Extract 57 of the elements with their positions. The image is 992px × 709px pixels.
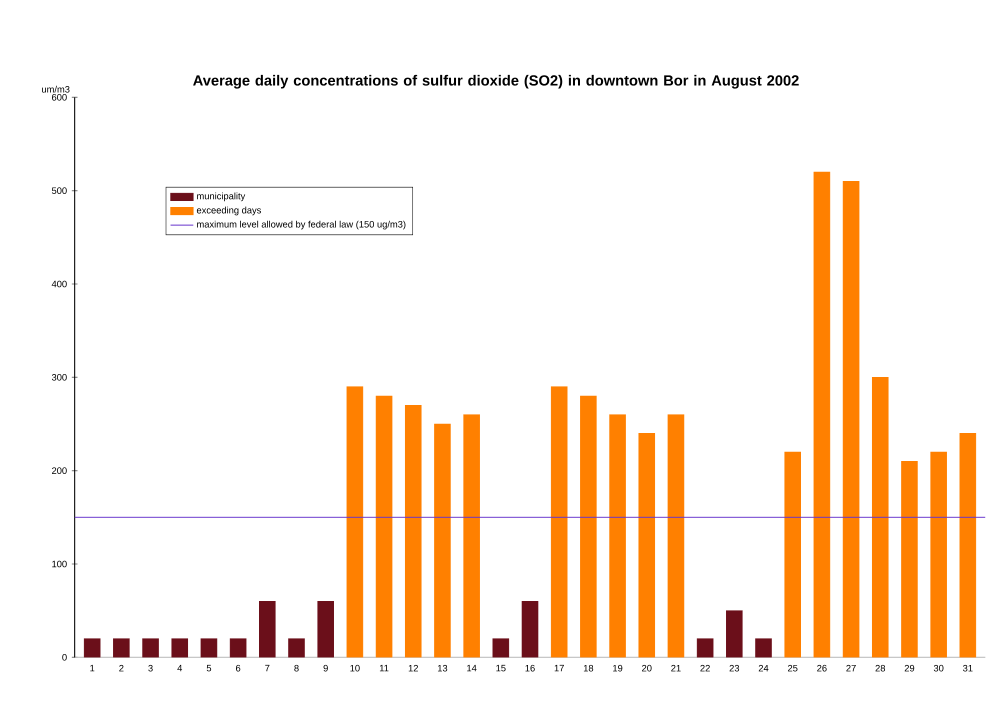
legend-label: exceeding days — [196, 206, 262, 216]
x-tick-label: 21 — [671, 664, 681, 672]
y-tick-label: 500 — [52, 187, 67, 194]
x-tick-label: 5 — [206, 664, 212, 672]
x-tick-label: 13 — [438, 664, 448, 672]
x-tick-label: 4 — [177, 664, 182, 672]
bar — [113, 638, 130, 658]
bar — [755, 638, 772, 658]
x-tick-label: 28 — [876, 664, 886, 672]
x-tick-label: 10 — [350, 664, 360, 672]
bar — [200, 638, 218, 658]
y-tick-label: 600 — [52, 94, 67, 100]
x-tick-label: 19 — [613, 664, 622, 672]
x-tick-label: 31 — [962, 664, 973, 672]
x-tick-label: 27 — [846, 664, 856, 672]
y-tick-label: 100 — [52, 560, 67, 568]
bar — [522, 600, 538, 658]
bar — [726, 610, 743, 658]
x-tick-label: 30 — [934, 664, 944, 672]
x-tick-label: 3 — [148, 664, 153, 672]
y-tick-label: 400 — [52, 280, 67, 288]
x-tick-label: 16 — [526, 664, 535, 672]
bar — [317, 600, 334, 658]
x-tick-label: 22 — [700, 664, 710, 672]
x-tick-label: 29 — [904, 664, 914, 672]
bar — [492, 638, 510, 658]
x-tick-label: 7 — [265, 664, 270, 672]
bar — [230, 638, 246, 658]
bar — [171, 638, 188, 658]
x-tick-label: 25 — [788, 664, 798, 672]
x-tick-label: 24 — [758, 664, 768, 672]
x-tick-label: 20 — [642, 664, 652, 672]
y-tick-label: 200 — [52, 467, 67, 474]
x-tick-label: 1 — [90, 664, 94, 672]
y-tick-label: 300 — [52, 374, 67, 380]
bar — [259, 600, 276, 658]
legend-label: municipality — [197, 192, 246, 202]
x-tick-label: 17 — [554, 664, 564, 672]
x-tick-label: 8 — [294, 664, 299, 672]
bar — [142, 638, 159, 658]
x-tick-label: 6 — [236, 664, 240, 672]
chart-title: Average daily concentrations of sulfur dioxide (SO2) in downtown Bor in August 2002 — [193, 74, 799, 88]
x-tick-label: 2 — [119, 664, 124, 672]
x-tick-label: 11 — [380, 664, 388, 672]
x-tick-label: 26 — [817, 664, 827, 672]
bar — [696, 638, 714, 658]
bar — [288, 638, 305, 658]
x-tick-label: 15 — [496, 664, 506, 672]
y-tick-label: 0 — [62, 654, 67, 660]
legend-label: maximum level allowed by federal law (150 ug/m3) — [197, 220, 406, 230]
x-tick-label: 14 — [467, 664, 477, 672]
x-tick-label: 18 — [584, 664, 594, 672]
x-tick-label: 23 — [730, 664, 740, 672]
x-tick-label: 12 — [408, 664, 418, 672]
bar — [84, 638, 100, 658]
y-axis-title: um/m3 — [42, 86, 70, 92]
x-tick-label: 9 — [324, 664, 328, 672]
